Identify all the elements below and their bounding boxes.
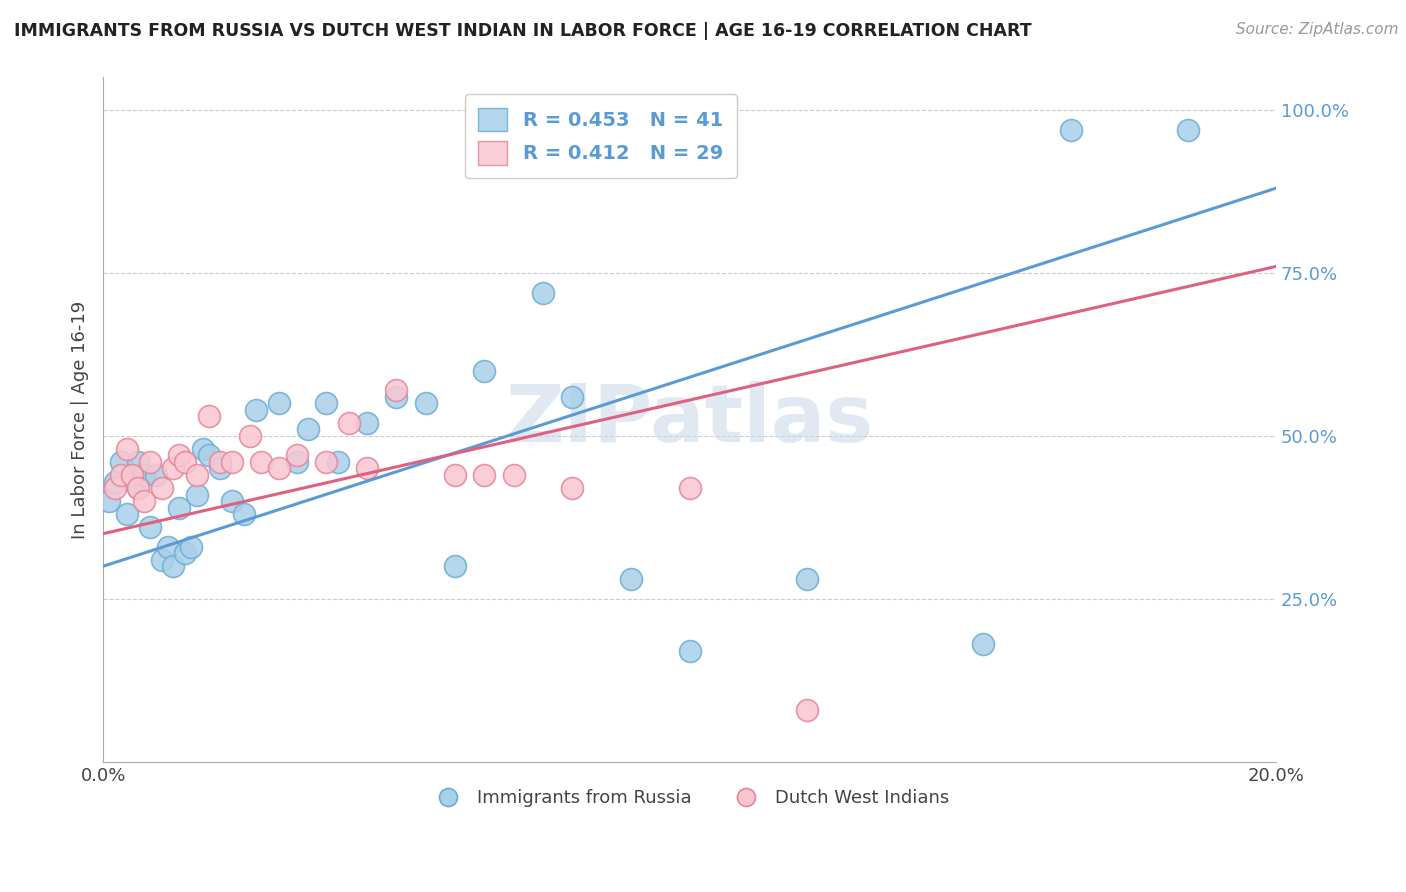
Point xyxy=(156,540,179,554)
Point xyxy=(315,396,337,410)
Point xyxy=(134,468,156,483)
Point xyxy=(98,494,121,508)
Point xyxy=(145,468,167,483)
Point xyxy=(232,507,254,521)
Point xyxy=(104,475,127,489)
Point xyxy=(121,468,143,483)
Text: ZIPatlas: ZIPatlas xyxy=(505,381,873,458)
Point xyxy=(191,442,214,456)
Point xyxy=(561,390,583,404)
Point xyxy=(186,468,208,483)
Point xyxy=(121,468,143,483)
Point xyxy=(174,546,197,560)
Point xyxy=(239,429,262,443)
Point xyxy=(127,481,149,495)
Point xyxy=(209,455,232,469)
Point xyxy=(139,520,162,534)
Point xyxy=(339,416,361,430)
Point xyxy=(127,481,149,495)
Point xyxy=(150,553,173,567)
Point xyxy=(169,449,191,463)
Point xyxy=(796,572,818,586)
Point xyxy=(110,468,132,483)
Point xyxy=(127,455,149,469)
Point xyxy=(972,637,994,651)
Point xyxy=(169,500,191,515)
Point xyxy=(186,487,208,501)
Point xyxy=(250,455,273,469)
Point xyxy=(115,442,138,456)
Point xyxy=(162,461,184,475)
Point xyxy=(356,416,378,430)
Point xyxy=(1060,122,1083,136)
Point xyxy=(221,494,243,508)
Point xyxy=(245,402,267,417)
Point xyxy=(104,481,127,495)
Point xyxy=(174,455,197,469)
Point xyxy=(415,396,437,410)
Point xyxy=(385,384,408,398)
Text: Source: ZipAtlas.com: Source: ZipAtlas.com xyxy=(1236,22,1399,37)
Point xyxy=(561,481,583,495)
Point xyxy=(150,481,173,495)
Point xyxy=(134,494,156,508)
Legend: Immigrants from Russia, Dutch West Indians: Immigrants from Russia, Dutch West India… xyxy=(423,782,956,814)
Point xyxy=(1177,122,1199,136)
Y-axis label: In Labor Force | Age 16-19: In Labor Force | Age 16-19 xyxy=(72,301,89,539)
Point xyxy=(315,455,337,469)
Point xyxy=(326,455,349,469)
Point xyxy=(444,468,467,483)
Point xyxy=(162,559,184,574)
Point xyxy=(678,481,700,495)
Point xyxy=(472,468,495,483)
Point xyxy=(285,455,308,469)
Point xyxy=(472,364,495,378)
Point xyxy=(502,468,524,483)
Point xyxy=(531,285,554,300)
Point xyxy=(209,461,232,475)
Point xyxy=(267,461,290,475)
Point xyxy=(197,409,219,424)
Point xyxy=(267,396,290,410)
Point xyxy=(620,572,643,586)
Text: IMMIGRANTS FROM RUSSIA VS DUTCH WEST INDIAN IN LABOR FORCE | AGE 16-19 CORRELATI: IMMIGRANTS FROM RUSSIA VS DUTCH WEST IND… xyxy=(14,22,1032,40)
Point xyxy=(385,390,408,404)
Point xyxy=(444,559,467,574)
Point xyxy=(197,449,219,463)
Point xyxy=(297,422,319,436)
Point xyxy=(115,507,138,521)
Point xyxy=(285,449,308,463)
Point xyxy=(796,703,818,717)
Point xyxy=(221,455,243,469)
Point xyxy=(678,644,700,658)
Point xyxy=(139,455,162,469)
Point xyxy=(110,455,132,469)
Point xyxy=(180,540,202,554)
Point xyxy=(356,461,378,475)
